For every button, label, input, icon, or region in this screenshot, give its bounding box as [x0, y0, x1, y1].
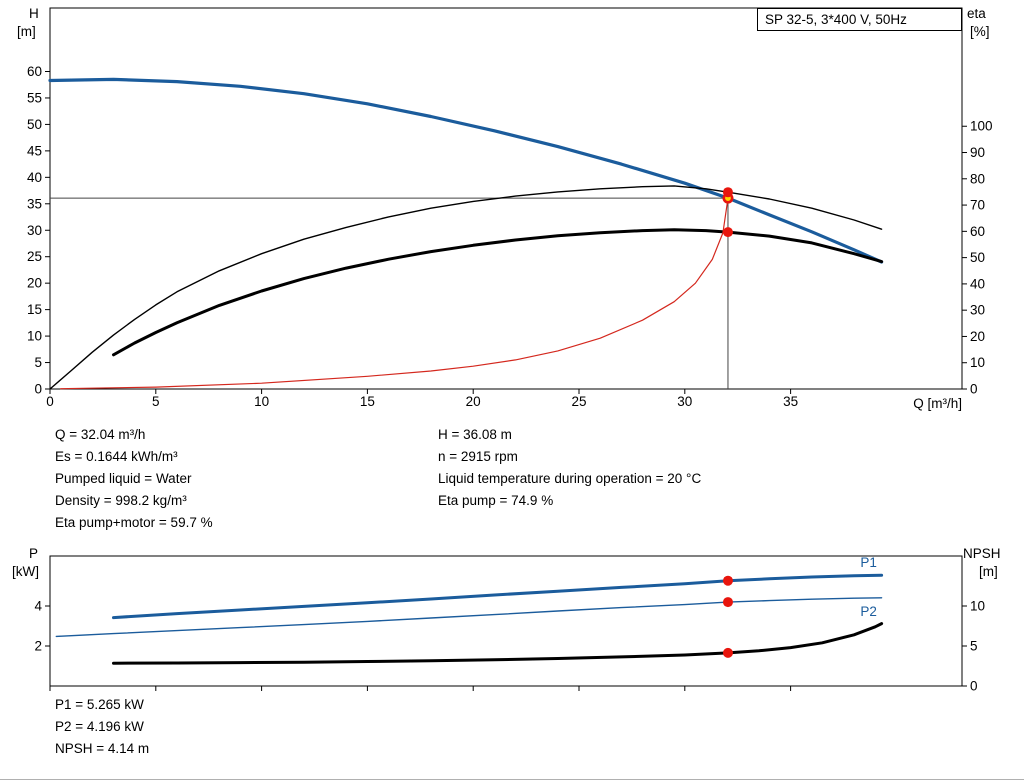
y-left-tick-label: 40 [27, 170, 42, 185]
y-left-tick-label: 25 [27, 249, 42, 264]
info-line-n: n = 2915 rpm [438, 449, 518, 464]
y-left-tick-label: 15 [27, 302, 42, 317]
info-line-es: Es = 0.1644 kWh/m³ [55, 449, 178, 464]
npsh-axis-title: NPSH [963, 546, 1001, 561]
y-left-tick-label: 0 [34, 382, 42, 397]
y-right-tick-label: 0 [970, 679, 978, 694]
y-right-tick-label: 100 [970, 119, 993, 134]
info-line-q: Q = 32.04 m³/h [55, 427, 146, 442]
info-line-eta-pump: Eta pump = 74.9 % [438, 493, 554, 508]
y-right-tick-label: 0 [970, 382, 978, 397]
x-tick-label: 35 [783, 394, 798, 409]
y-right-tick-label: 60 [970, 224, 985, 239]
y-right-tick-label: 50 [970, 250, 985, 265]
npsh-operating-marker[interactable] [722, 647, 733, 658]
eta-pump-motor-operating-marker[interactable] [722, 227, 733, 238]
npsh-curve [112, 622, 884, 665]
x-tick-label: 30 [677, 394, 692, 409]
pump-hq-curve [48, 77, 884, 264]
x-tick-label: 5 [152, 394, 160, 409]
y-left-tick-label: 50 [27, 117, 42, 132]
y-right-tick-label: 80 [970, 171, 985, 186]
x-tick-label: 15 [360, 394, 375, 409]
p1-operating-marker[interactable] [722, 575, 733, 586]
x-tick-label: 10 [254, 394, 269, 409]
p1-curve-label: P1 [860, 555, 877, 570]
y-right-tick-label: 20 [970, 329, 985, 344]
y-left-tick-label: 55 [27, 90, 42, 105]
y-right-tick-label: 30 [970, 303, 985, 318]
p-axis-unit: [kW] [12, 564, 39, 579]
results-column: P1 = 5.265 kW P2 = 4.196 kW NPSH = 4.14 … [55, 694, 149, 760]
info-column-right: H = 36.08 m n = 2915 rpm Liquid temperat… [438, 424, 701, 512]
y-left-tick-label: 10 [27, 329, 42, 344]
eta-axis-title: eta [967, 6, 986, 21]
result-line-npsh: NPSH = 4.14 m [55, 741, 150, 756]
y-left-tick-label: 30 [27, 223, 42, 238]
p-axis-title: P [29, 546, 39, 561]
result-line-p1: P1 = 5.265 kW [55, 697, 144, 712]
result-line-p2: P2 = 4.196 kW [55, 719, 144, 734]
x-tick-label: 25 [571, 394, 586, 409]
y-left-tick-label: 35 [27, 196, 42, 211]
bottom-divider [0, 779, 1024, 780]
power-npsh-chart[interactable]: 2 4 0 5 10 P1 P2 [0, 545, 1024, 695]
h-axis-unit: [m] [17, 24, 36, 39]
x-tick-label: 0 [46, 394, 54, 409]
eta-pump-motor-curve [112, 228, 884, 357]
y-right-tick-label: 40 [970, 276, 985, 291]
y-right-tick-label: 5 [970, 639, 978, 654]
pump-title-box: SP 32-5, 3*400 V, 50Hz [757, 8, 962, 31]
y-right-tick-label: 90 [970, 145, 985, 160]
eta-axis-unit: [%] [970, 24, 990, 39]
y-left-tick-label: 4 [34, 599, 42, 614]
y-left-tick-label: 5 [34, 355, 42, 370]
info-line-h: H = 36.08 m [438, 427, 512, 442]
y-right-tick-label: 70 [970, 198, 985, 213]
info-column-left: Q = 32.04 m³/h Es = 0.1644 kWh/m³ Pumped… [55, 424, 213, 534]
h-axis-title: H [29, 6, 39, 21]
y-left-tick-label: 45 [27, 143, 42, 158]
y-right-tick-label: 10 [970, 599, 985, 614]
y-right-tick-label: 10 [970, 355, 985, 370]
y-left-tick-label: 20 [27, 276, 42, 291]
info-line-density: Density = 998.2 kg/m³ [55, 493, 187, 508]
y-left-tick-label: 2 [34, 639, 42, 654]
y-left-tick-label: 60 [27, 64, 42, 79]
system-curve [60, 197, 729, 390]
x-tick-label: 20 [466, 394, 481, 409]
info-line-eta-pm: Eta pump+motor = 59.7 % [55, 515, 213, 530]
p1-power-curve [112, 573, 884, 620]
q-axis-title: Q [m³/h] [913, 396, 962, 411]
eta-pump-operating-marker[interactable] [722, 187, 733, 198]
info-line-temperature: Liquid temperature during operation = 20… [438, 471, 702, 486]
p2-operating-marker[interactable] [722, 597, 733, 608]
npsh-axis-unit: [m] [979, 564, 998, 579]
p2-curve-label: P2 [860, 604, 877, 619]
hq-eta-chart[interactable]: 0 5 10 15 20 25 30 35 0 5 10 15 20 25 30 35 40 45 50 55 60 0 1… [0, 0, 1024, 430]
info-line-liquid: Pumped liquid = Water [55, 471, 192, 486]
p2-power-curve [55, 597, 883, 638]
